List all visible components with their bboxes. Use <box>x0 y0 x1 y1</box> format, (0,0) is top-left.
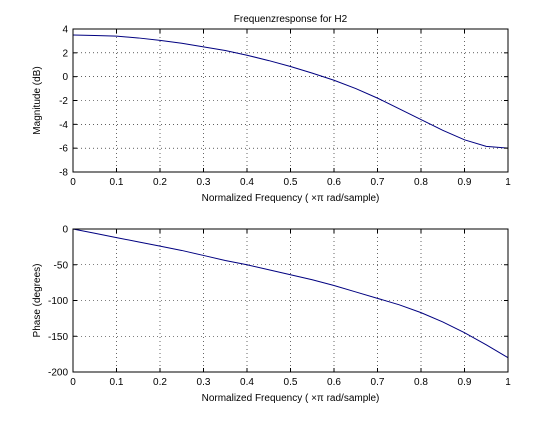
x-tick-label: 0.7 <box>371 177 385 188</box>
x-tick-label: 0.3 <box>197 377 211 388</box>
x-tick-label: 0.5 <box>284 177 298 188</box>
y-axis-label: Magnitude (dB) <box>32 66 43 134</box>
x-tick-label: 0.9 <box>458 377 472 388</box>
x-tick-label: 0.2 <box>153 377 167 388</box>
x-tick-label: 0.1 <box>110 377 124 388</box>
y-tick-label: -2 <box>59 96 68 107</box>
x-tick-label: 0.2 <box>153 177 167 188</box>
x-tick-label: 0.6 <box>327 177 341 188</box>
x-tick-label: 0.6 <box>327 377 341 388</box>
y-tick-label: -50 <box>54 260 69 271</box>
y-tick-label: 0 <box>62 72 68 83</box>
series-line <box>72 34 509 149</box>
y-tick-label: -4 <box>59 120 68 131</box>
y-tick-label: -150 <box>48 332 68 343</box>
x-tick-label: 0.5 <box>284 377 298 388</box>
y-tick-label: -200 <box>48 368 68 379</box>
y-tick-label: -100 <box>48 296 68 307</box>
x-tick-label: 0.8 <box>414 177 428 188</box>
x-tick-label: 0.4 <box>240 377 254 388</box>
x-axis-label: Normalized Frequency ( ×π rad/sample) <box>202 393 380 404</box>
y-axis-label: Phase (degrees) <box>32 264 43 338</box>
y-tick-label: 4 <box>62 25 68 36</box>
x-tick-label: 0 <box>70 177 76 188</box>
y-tick-label: 2 <box>62 48 68 59</box>
x-axis-label: Normalized Frequency ( ×π rad/sample) <box>202 193 380 204</box>
chart-title: Frequenzresponse for H2 <box>234 14 348 25</box>
x-tick-label: 0.1 <box>110 177 124 188</box>
subplot-1: 0 0.1 0.2 0.3 0.4 0.5 0.6 0.7 0.8 0.9 1 -8 -6 -4 -2 0 2 4… <box>32 14 511 204</box>
plot-area <box>73 229 508 372</box>
y-tick-label: 0 <box>62 225 68 236</box>
series-line <box>72 228 509 359</box>
y-tick-label: -8 <box>59 168 68 179</box>
x-tick-label: 0.9 <box>458 177 472 188</box>
x-tick-label: 1 <box>505 177 511 188</box>
y-tick-label: -6 <box>59 144 68 155</box>
x-tick-label: 0.8 <box>414 377 428 388</box>
x-tick-label: 1 <box>505 377 511 388</box>
subplot-2: 0 0.1 0.2 0.3 0.4 0.5 0.6 0.7 0.8 0.9 1 -200 -150 -10… <box>32 225 511 405</box>
x-tick-label: 0 <box>70 377 76 388</box>
x-tick-label: 0.3 <box>197 177 211 188</box>
x-tick-label: 0.7 <box>371 377 385 388</box>
x-tick-label: 0.4 <box>240 177 254 188</box>
plot-area <box>73 29 508 172</box>
